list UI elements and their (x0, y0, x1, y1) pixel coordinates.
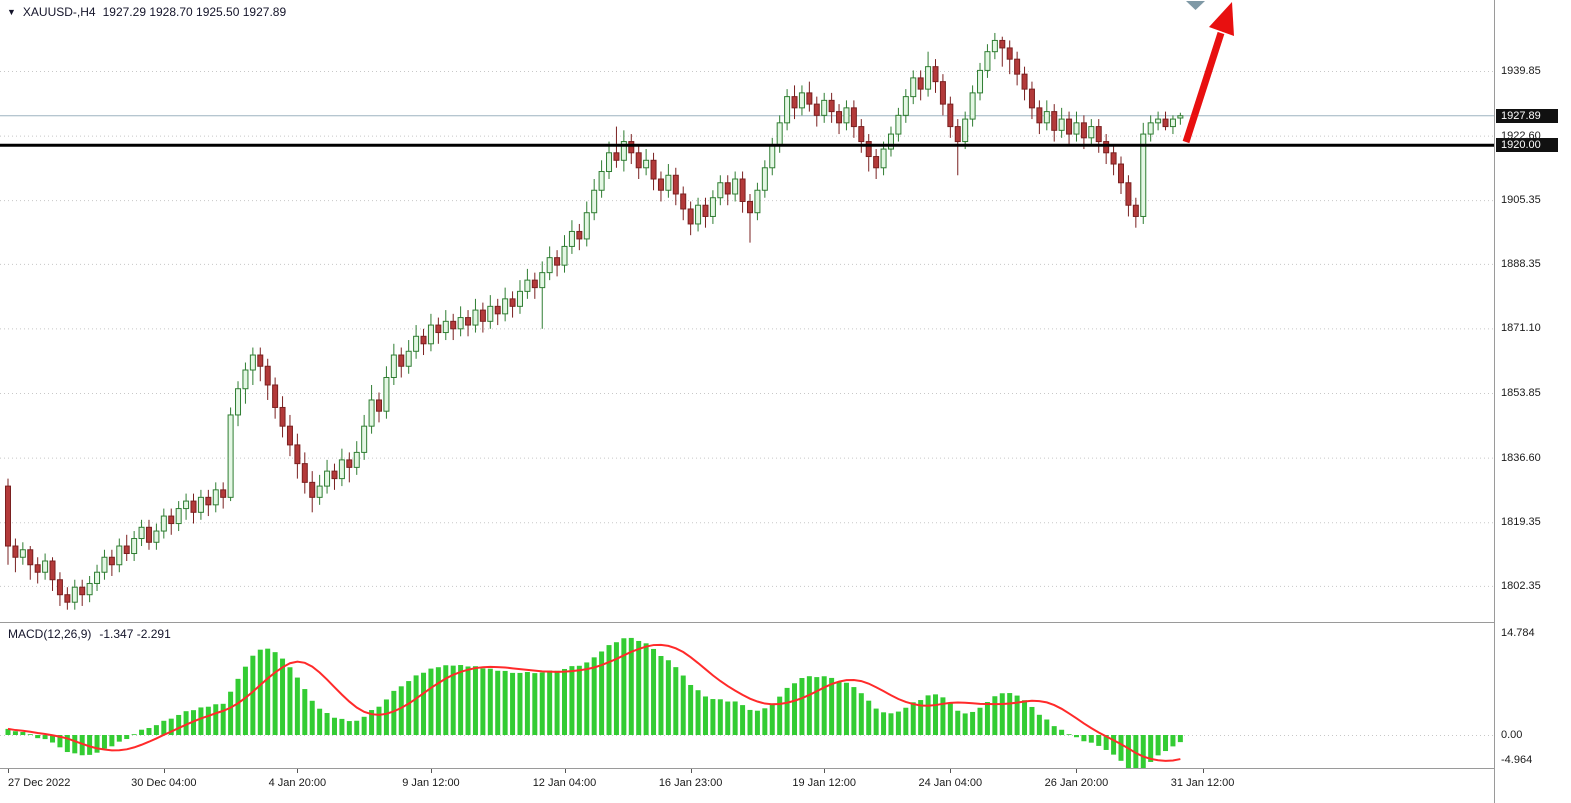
macd-name: MACD(12,26,9) (8, 627, 92, 641)
time-axis-tick (1076, 769, 1078, 773)
price-axis-label: 1802.35 (1501, 579, 1541, 592)
time-axis-label: 16 Jan 23:00 (658, 777, 723, 789)
time-axis-tick (564, 769, 566, 773)
time-axis-tick (297, 769, 299, 773)
time-axis-tick (1202, 769, 1204, 773)
current-price-label: 1927.89 (1496, 108, 1558, 123)
macd-axis-label-min: -4.964 (1501, 754, 1533, 766)
time-axis-label: 30 Dec 04:00 (131, 777, 197, 789)
macd-signal-line (7, 643, 1181, 762)
ohlc-readout: 1927.29 1928.70 1925.50 1927.89 (102, 5, 287, 19)
time-axis-label: 24 Jan 04:00 (918, 777, 983, 789)
chart-shift-icon[interactable] (1186, 1, 1205, 10)
macd-histogram (5, 637, 1183, 769)
price-axis-label: 1888.35 (1501, 257, 1541, 270)
macd-indicator-label: MACD(12,26,9) -1.347 -2.291 (8, 627, 171, 641)
time-axis-tick (950, 769, 952, 773)
macd-panel-separator[interactable] (0, 622, 1571, 623)
price-axis-label: 1939.85 (1501, 64, 1541, 77)
macd-values: -1.347 -2.291 (99, 627, 171, 641)
time-axis-tick (690, 769, 692, 773)
chart-header: ▼ XAUUSD-,H4 1927.29 1928.70 1925.50 192… (7, 5, 286, 19)
trend-arrow[interactable] (1182, 2, 1234, 144)
time-axis-label: 12 Jan 04:00 (532, 777, 597, 789)
price-axis-label: 1905.35 (1501, 194, 1541, 207)
time-axis-separator (0, 768, 1571, 769)
time-axis-tick (163, 769, 165, 773)
price-gridlines (0, 70, 1494, 587)
macd-axis-label-zero: 0.00 (1501, 729, 1523, 741)
time-axis-label: 27 Dec 2022 (8, 777, 71, 789)
symbol-collapse-icon[interactable]: ▼ (7, 6, 16, 17)
price-axis-label: 1836.60 (1501, 451, 1541, 464)
price-axis-label: 1871.10 (1501, 322, 1541, 335)
time-axis-label: 26 Jan 20:00 (1044, 777, 1109, 789)
time-axis-label: 31 Jan 12:00 (1170, 777, 1235, 789)
time-axis-tick (430, 769, 432, 773)
time-axis-label: 4 Jan 20:00 (268, 777, 327, 789)
price-axis-label: 1922.60 (1501, 129, 1541, 142)
hline-price-label: 1920.00 (1496, 138, 1558, 153)
price-axis-label: 1853.85 (1501, 387, 1541, 400)
price-axis-label: 1819.35 (1501, 516, 1541, 529)
time-axis-label: 9 Jan 12:00 (402, 777, 460, 789)
macd-axis-label-max: 14.784 (1501, 627, 1535, 639)
price-chart-canvas[interactable] (0, 0, 1494, 622)
symbol-timeframe-label: XAUUSD-,H4 (22, 5, 96, 19)
macd-panel-canvas[interactable] (0, 622, 1494, 769)
time-axis-tick (8, 769, 9, 773)
time-axis[interactable]: 27 Dec 2022 30 Dec 04:00 4 Jan 20:00 9 Jan … (0, 769, 1494, 803)
time-axis-tick (824, 769, 826, 773)
candles-group (5, 32, 1184, 610)
time-axis-label: 19 Jan 12:00 (792, 777, 856, 789)
price-axis[interactable]: 1927.89 1920.00 14.784 0.00 -4.964 1939.… (1494, 0, 1571, 803)
